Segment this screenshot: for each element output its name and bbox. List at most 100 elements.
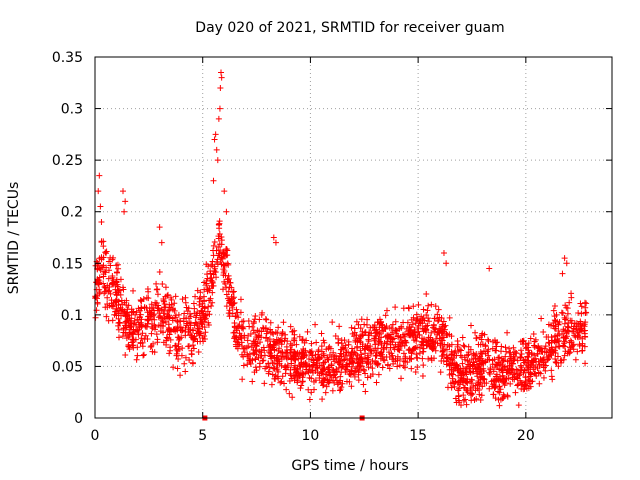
data-point	[375, 340, 382, 347]
data-point	[558, 309, 565, 316]
data-point	[531, 352, 538, 359]
data-point	[210, 282, 217, 289]
data-point	[479, 375, 486, 382]
data-point	[497, 376, 504, 383]
data-point	[542, 367, 549, 374]
data-point	[331, 369, 338, 376]
data-point	[308, 340, 315, 347]
data-point	[478, 361, 485, 368]
data-point	[562, 327, 569, 334]
data-point	[291, 331, 298, 338]
data-point-peak	[270, 234, 277, 241]
data-point	[188, 350, 195, 357]
data-point	[344, 363, 351, 370]
data-point	[431, 355, 438, 362]
data-point	[110, 281, 117, 288]
data-point	[313, 339, 320, 346]
data-point	[326, 343, 333, 350]
data-point	[424, 342, 431, 349]
data-point	[110, 303, 117, 310]
data-point	[392, 304, 399, 311]
data-point	[187, 313, 194, 320]
data-point	[496, 359, 503, 366]
data-point	[400, 331, 407, 338]
data-point	[252, 364, 259, 371]
data-point	[365, 356, 372, 363]
data-point-peak	[443, 260, 450, 267]
data-point	[292, 356, 299, 363]
data-point	[265, 349, 272, 356]
data-point	[501, 382, 508, 389]
data-point	[207, 295, 214, 302]
data-point	[273, 336, 280, 343]
data-point	[578, 303, 585, 310]
data-point	[318, 370, 325, 377]
data-point	[138, 335, 145, 342]
data-point	[379, 364, 386, 371]
data-point	[169, 306, 176, 313]
data-point	[148, 301, 155, 308]
data-point	[452, 378, 459, 385]
data-point	[310, 378, 317, 385]
data-point	[142, 332, 149, 339]
data-point	[451, 383, 458, 390]
data-point	[329, 319, 336, 326]
data-point	[503, 348, 510, 355]
data-point	[468, 322, 475, 329]
data-point	[482, 350, 489, 357]
data-point	[444, 384, 451, 391]
x-tick-label: 5	[198, 428, 207, 444]
data-point	[556, 319, 563, 326]
data-point	[425, 315, 432, 322]
data-point	[402, 338, 409, 345]
data-point	[220, 269, 227, 276]
data-point	[566, 349, 573, 356]
data-point	[144, 335, 151, 342]
y-tick-label: 0	[74, 411, 83, 427]
data-point	[387, 344, 394, 351]
data-point	[163, 341, 170, 348]
data-point	[310, 361, 317, 368]
data-point	[552, 349, 559, 356]
data-point	[166, 301, 173, 308]
data-point	[175, 334, 182, 341]
data-point	[377, 350, 384, 357]
data-point-peak	[561, 255, 568, 262]
data-point	[324, 354, 331, 361]
data-point	[182, 368, 189, 375]
data-point	[369, 357, 376, 364]
data-point	[453, 362, 460, 369]
data-point	[560, 342, 567, 349]
data-point	[525, 347, 532, 354]
data-point	[268, 381, 275, 388]
data-point	[106, 302, 113, 309]
data-point-peak	[97, 203, 104, 210]
data-point	[324, 376, 331, 383]
data-point	[346, 378, 353, 385]
data-point	[532, 364, 539, 371]
data-point	[530, 330, 537, 337]
data-point	[540, 361, 547, 368]
data-point	[489, 357, 496, 364]
data-point	[102, 250, 109, 257]
data-point	[434, 329, 441, 336]
data-point	[514, 382, 521, 389]
data-point	[541, 345, 548, 352]
data-point	[110, 254, 117, 261]
data-point	[215, 252, 222, 259]
data-point	[504, 329, 511, 336]
data-point	[298, 382, 305, 389]
data-point	[234, 309, 241, 316]
data-point-peak	[210, 177, 217, 184]
data-point	[413, 337, 420, 344]
data-point-peak	[211, 136, 218, 143]
data-point	[512, 389, 519, 396]
data-point	[561, 352, 568, 359]
data-point	[454, 362, 461, 369]
data-point	[523, 385, 530, 392]
data-point	[414, 324, 421, 331]
data-point	[329, 377, 336, 384]
data-point	[213, 274, 220, 281]
data-point	[373, 349, 380, 356]
data-point	[518, 350, 525, 357]
